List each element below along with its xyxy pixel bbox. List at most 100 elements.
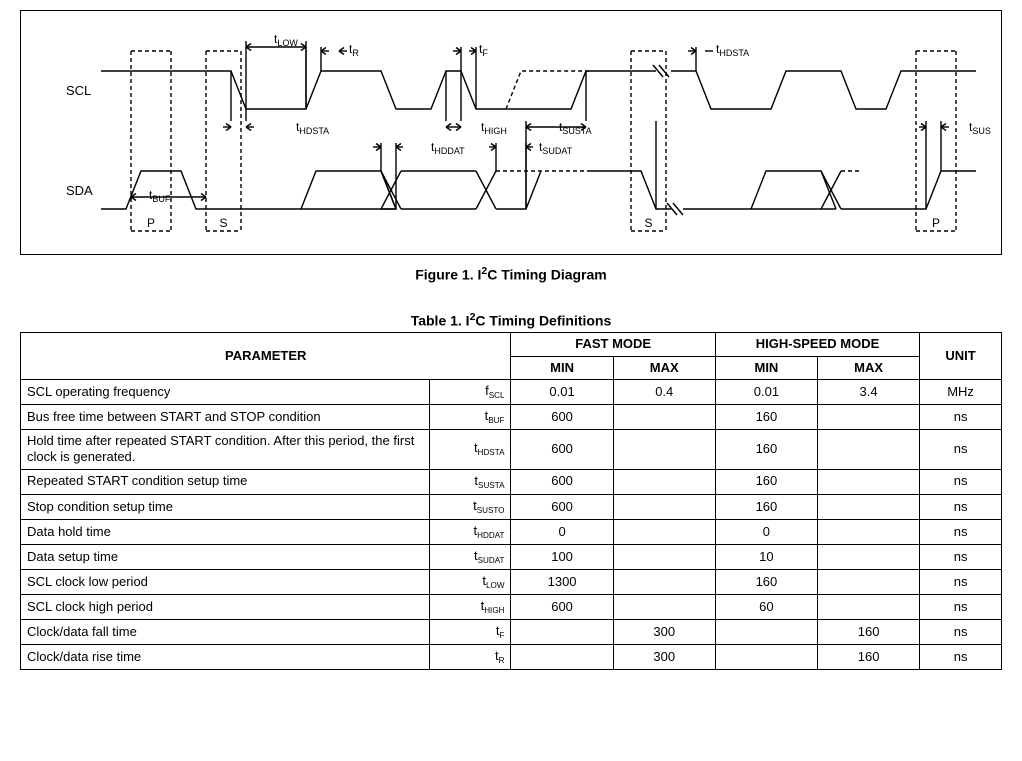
cell-hs-max — [818, 569, 920, 594]
svg-text:tSUSTO: tSUSTO — [969, 120, 991, 136]
cell-symbol: tHDSTA — [429, 430, 511, 470]
cell-symbol: fSCL — [429, 379, 511, 404]
table-title-suffix: C Timing Definitions — [475, 312, 611, 328]
svg-text:SDA: SDA — [66, 183, 93, 198]
table-row: Hold time after repeated START condition… — [21, 430, 1002, 470]
cell-desc: SCL operating frequency — [21, 379, 430, 404]
cell-desc: SCL clock high period — [21, 594, 430, 619]
svg-text:tSUDAT: tSUDAT — [539, 140, 573, 156]
timing-diagram-svg: SCLSDAPSSPtLOWtRtFtHDSTAtHDSTAtHIGHtSUST… — [31, 21, 991, 241]
svg-text:tF: tF — [479, 42, 488, 58]
cell-desc: Bus free time between START and STOP con… — [21, 404, 430, 429]
table-row: Bus free time between START and STOP con… — [21, 404, 1002, 429]
cell-fast-min: 100 — [511, 544, 613, 569]
header-fast-max: MAX — [613, 356, 715, 379]
timing-table: PARAMETER FAST MODE HIGH-SPEED MODE UNIT… — [20, 332, 1002, 670]
cell-fast-max — [613, 469, 715, 494]
cell-fast-max: 300 — [613, 645, 715, 670]
cell-hs-min: 160 — [715, 404, 817, 429]
cell-unit: ns — [920, 544, 1002, 569]
cell-hs-max — [818, 544, 920, 569]
cell-hs-max — [818, 519, 920, 544]
cell-unit: ns — [920, 594, 1002, 619]
header-hs-min: MIN — [715, 356, 817, 379]
cell-symbol: tSUDAT — [429, 544, 511, 569]
cell-fast-max: 0.4 — [613, 379, 715, 404]
cell-fast-max — [613, 544, 715, 569]
cell-symbol: tBUF — [429, 404, 511, 429]
cell-desc: Repeated START condition setup time — [21, 469, 430, 494]
svg-text:S: S — [219, 216, 227, 230]
table-row: Stop condition setup timetSUSTO600 160 ns — [21, 494, 1002, 519]
svg-text:S: S — [644, 216, 652, 230]
cell-hs-max — [818, 594, 920, 619]
cell-desc: Hold time after repeated START condition… — [21, 430, 430, 470]
cell-unit: ns — [920, 569, 1002, 594]
table-row: Repeated START condition setup timetSUST… — [21, 469, 1002, 494]
figure-caption: Figure 1. I2C Timing Diagram — [10, 265, 1012, 283]
cell-hs-min: 160 — [715, 430, 817, 470]
timing-diagram-frame: SCLSDAPSSPtLOWtRtFtHDSTAtHDSTAtHIGHtSUST… — [20, 10, 1002, 255]
figure-caption-prefix: Figure 1. I — [415, 267, 481, 283]
table-row: Clock/data rise timetR300160ns — [21, 645, 1002, 670]
table-row: Data hold timetHDDAT00ns — [21, 519, 1002, 544]
cell-desc: Stop condition setup time — [21, 494, 430, 519]
cell-fast-min — [511, 645, 613, 670]
cell-hs-max — [818, 469, 920, 494]
cell-unit: ns — [920, 430, 1002, 470]
svg-text:tLOW: tLOW — [274, 32, 298, 48]
table-title: Table 1. I2C Timing Definitions — [10, 311, 1012, 329]
cell-hs-max: 160 — [818, 645, 920, 670]
cell-desc: Data setup time — [21, 544, 430, 569]
cell-fast-min: 600 — [511, 430, 613, 470]
svg-text:SCL: SCL — [66, 83, 91, 98]
cell-unit: MHz — [920, 379, 1002, 404]
cell-symbol: tHIGH — [429, 594, 511, 619]
header-hs-max: MAX — [818, 356, 920, 379]
cell-hs-min — [715, 620, 817, 645]
cell-fast-max: 300 — [613, 620, 715, 645]
svg-text:tHDSTA: tHDSTA — [716, 42, 749, 58]
cell-hs-min: 0.01 — [715, 379, 817, 404]
cell-hs-max — [818, 494, 920, 519]
cell-desc: SCL clock low period — [21, 569, 430, 594]
table-row: SCL clock high periodtHIGH60060ns — [21, 594, 1002, 619]
svg-text:tHDSTA: tHDSTA — [296, 120, 329, 136]
header-fast-min: MIN — [511, 356, 613, 379]
table-title-prefix: Table 1. I — [411, 312, 470, 328]
table-row: SCL clock low periodtLOW1300160ns — [21, 569, 1002, 594]
cell-hs-min: 160 — [715, 494, 817, 519]
svg-text:tHDDAT: tHDDAT — [431, 140, 465, 156]
cell-hs-max — [818, 404, 920, 429]
cell-desc: Clock/data fall time — [21, 620, 430, 645]
cell-hs-min: 160 — [715, 569, 817, 594]
table-row: Data setup timetSUDAT10010ns — [21, 544, 1002, 569]
cell-fast-max — [613, 569, 715, 594]
cell-unit: ns — [920, 404, 1002, 429]
cell-symbol: tR — [429, 645, 511, 670]
cell-hs-min: 60 — [715, 594, 817, 619]
svg-text:P: P — [147, 216, 155, 230]
header-unit: UNIT — [920, 333, 1002, 380]
header-fast-mode: FAST MODE — [511, 333, 715, 356]
cell-fast-max — [613, 519, 715, 544]
cell-hs-min — [715, 645, 817, 670]
cell-fast-min: 0 — [511, 519, 613, 544]
figure-caption-suffix: C Timing Diagram — [487, 267, 607, 283]
cell-symbol: tHDDAT — [429, 519, 511, 544]
cell-unit: ns — [920, 519, 1002, 544]
cell-hs-max: 3.4 — [818, 379, 920, 404]
cell-symbol: tSUSTA — [429, 469, 511, 494]
table-header-row-1: PARAMETER FAST MODE HIGH-SPEED MODE UNIT — [21, 333, 1002, 356]
cell-symbol: tSUSTO — [429, 494, 511, 519]
cell-fast-min: 600 — [511, 494, 613, 519]
cell-fast-min — [511, 620, 613, 645]
cell-fast-min: 1300 — [511, 569, 613, 594]
cell-fast-min: 0.01 — [511, 379, 613, 404]
cell-unit: ns — [920, 645, 1002, 670]
cell-desc: Data hold time — [21, 519, 430, 544]
cell-hs-max — [818, 430, 920, 470]
cell-unit: ns — [920, 494, 1002, 519]
cell-hs-min: 160 — [715, 469, 817, 494]
cell-fast-max — [613, 594, 715, 619]
